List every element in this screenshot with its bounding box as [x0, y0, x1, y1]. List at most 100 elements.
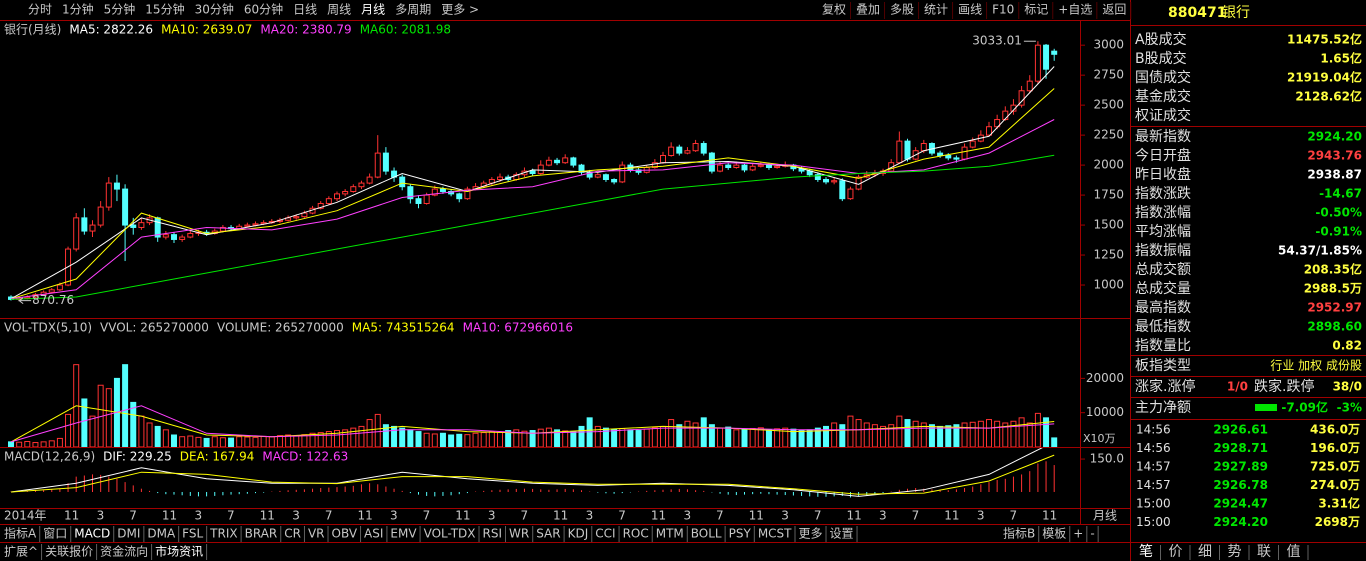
x-tick-label: 11 [749, 509, 764, 523]
y-tick-label: 1250 [1093, 248, 1124, 262]
side-tab[interactable]: 细 [1198, 544, 1212, 560]
candle-body [945, 155, 952, 159]
tab[interactable]: OBV [332, 527, 358, 541]
tab[interactable]: PSY [729, 527, 752, 541]
tab[interactable]: CCI [595, 527, 615, 541]
volume-bar [537, 428, 544, 447]
tab[interactable]: 模板 [1042, 527, 1066, 541]
tab[interactable]: MACD [74, 527, 110, 541]
quote-value: 208.35亿 [1304, 262, 1362, 277]
tab[interactable]: SAR [536, 527, 560, 541]
x-tick-label: 7 [912, 509, 920, 523]
y-tick-label: 150.0 [1090, 452, 1124, 466]
toolbar-button[interactable]: 统计 [924, 3, 948, 17]
volume-bar [912, 420, 919, 447]
quote-value: 行业 加权 成份股 [1270, 359, 1362, 373]
tab[interactable]: 指标B [1003, 526, 1035, 541]
candle-body [252, 223, 259, 226]
volume-bar [382, 424, 389, 447]
toolbar-button[interactable]: 画线 [958, 3, 982, 17]
tab[interactable]: 设置 [830, 527, 854, 541]
volume-bar [415, 431, 422, 447]
toolbar-tab[interactable]: 1分钟 [62, 2, 94, 17]
tab[interactable]: VOL-TDX [424, 527, 476, 541]
volume-bar [505, 430, 512, 447]
toolbar-tab[interactable]: 更多 > [441, 3, 479, 17]
toolbar-tab[interactable]: 月线 [361, 3, 385, 17]
tick-price: 2926.78 [1213, 478, 1268, 492]
toolbar-button[interactable]: +自选 [1058, 3, 1092, 17]
tab[interactable]: RSI [483, 527, 503, 541]
tab[interactable]: EMV [390, 527, 417, 541]
tab[interactable]: 更多 [799, 527, 823, 541]
toolbar-tab[interactable]: 日线 [293, 3, 317, 17]
tab[interactable]: FSL [182, 527, 203, 541]
toolbar-button[interactable]: 返回 [1102, 3, 1126, 17]
tab[interactable]: MCST [758, 527, 792, 541]
toolbar-tab[interactable]: 15分钟 [145, 2, 184, 17]
candle-body [1043, 44, 1050, 70]
legend-item: DEA: 167.94 [180, 450, 255, 464]
tab[interactable]: 关联报价 [45, 544, 93, 559]
side-tab[interactable]: 联 [1257, 544, 1271, 560]
candle-body [578, 164, 585, 173]
tab[interactable]: + [1073, 527, 1083, 541]
x-tick-label: 3 [488, 509, 496, 523]
tab[interactable]: VR [308, 527, 325, 541]
tab[interactable]: TRIX [209, 527, 237, 541]
tab[interactable]: DMI [117, 527, 140, 541]
toolbar-tab[interactable]: 60分钟 [244, 2, 283, 17]
candle-body [187, 232, 194, 238]
toolbar-button[interactable]: 多股 [890, 3, 914, 17]
tab[interactable]: MTM [656, 527, 684, 541]
tab[interactable]: ROC [623, 527, 649, 541]
candle-body [56, 284, 63, 291]
side-tab[interactable]: 势 [1228, 544, 1242, 560]
indicator-line [10, 154, 1055, 300]
tab[interactable]: - [1090, 527, 1094, 541]
toolbar-button[interactable]: 复权 [822, 3, 846, 17]
candle-body [774, 165, 781, 169]
candle-body [113, 182, 120, 190]
volume-bar [668, 419, 675, 447]
tab[interactable]: BRAR [245, 527, 278, 541]
tab[interactable]: WR [509, 527, 529, 541]
quote-label: B股成交 [1135, 50, 1187, 67]
toolbar-tab[interactable]: 周线 [327, 3, 351, 17]
tab[interactable]: 市场资讯 [155, 544, 203, 559]
volume-bar [399, 427, 406, 447]
volume-bar [676, 424, 683, 447]
tab[interactable]: KDJ [568, 527, 589, 541]
toolbar-tab[interactable]: 30分钟 [195, 2, 234, 17]
y-tick-label: 3000 [1093, 38, 1124, 52]
candle-body [888, 162, 895, 172]
y-tick-label: 2500 [1093, 98, 1124, 112]
candle-body [676, 146, 683, 154]
toolbar-tab[interactable]: 分时 [28, 3, 52, 17]
quote-label: 基金成交 [1135, 88, 1191, 105]
tick-price: 2928.71 [1213, 441, 1268, 455]
toolbar-button[interactable]: 叠加 [856, 3, 880, 17]
tab[interactable]: ASI [364, 527, 383, 541]
toolbar-tab[interactable]: 5分钟 [104, 2, 136, 17]
side-tab[interactable]: 值 [1287, 544, 1301, 560]
tab[interactable]: 窗口 [43, 527, 67, 541]
toolbar-tab[interactable]: 多周期 [395, 3, 431, 17]
tab[interactable]: 资金流向 [100, 544, 148, 559]
tab[interactable]: BOLL [691, 527, 722, 541]
quote-label: 最高指数 [1135, 299, 1191, 316]
volume-bar [594, 425, 601, 447]
x-tick-label: 7 [325, 509, 333, 523]
x-tick-label: 11 [846, 509, 861, 523]
tab[interactable]: CR [284, 527, 301, 541]
volume-bar [8, 441, 14, 447]
quote-label: 指数涨跌 [1135, 186, 1191, 202]
toolbar-button[interactable]: 标记 [1024, 3, 1048, 17]
volume-bar [366, 419, 373, 447]
tab[interactable]: 指标A [4, 526, 37, 541]
tab[interactable]: DMA [147, 527, 176, 541]
tab[interactable]: 扩展^ [4, 545, 38, 559]
toolbar-button[interactable]: F10 [992, 3, 1014, 17]
side-tab[interactable]: 价 [1169, 544, 1183, 560]
side-tab[interactable]: 笔 [1139, 544, 1153, 560]
